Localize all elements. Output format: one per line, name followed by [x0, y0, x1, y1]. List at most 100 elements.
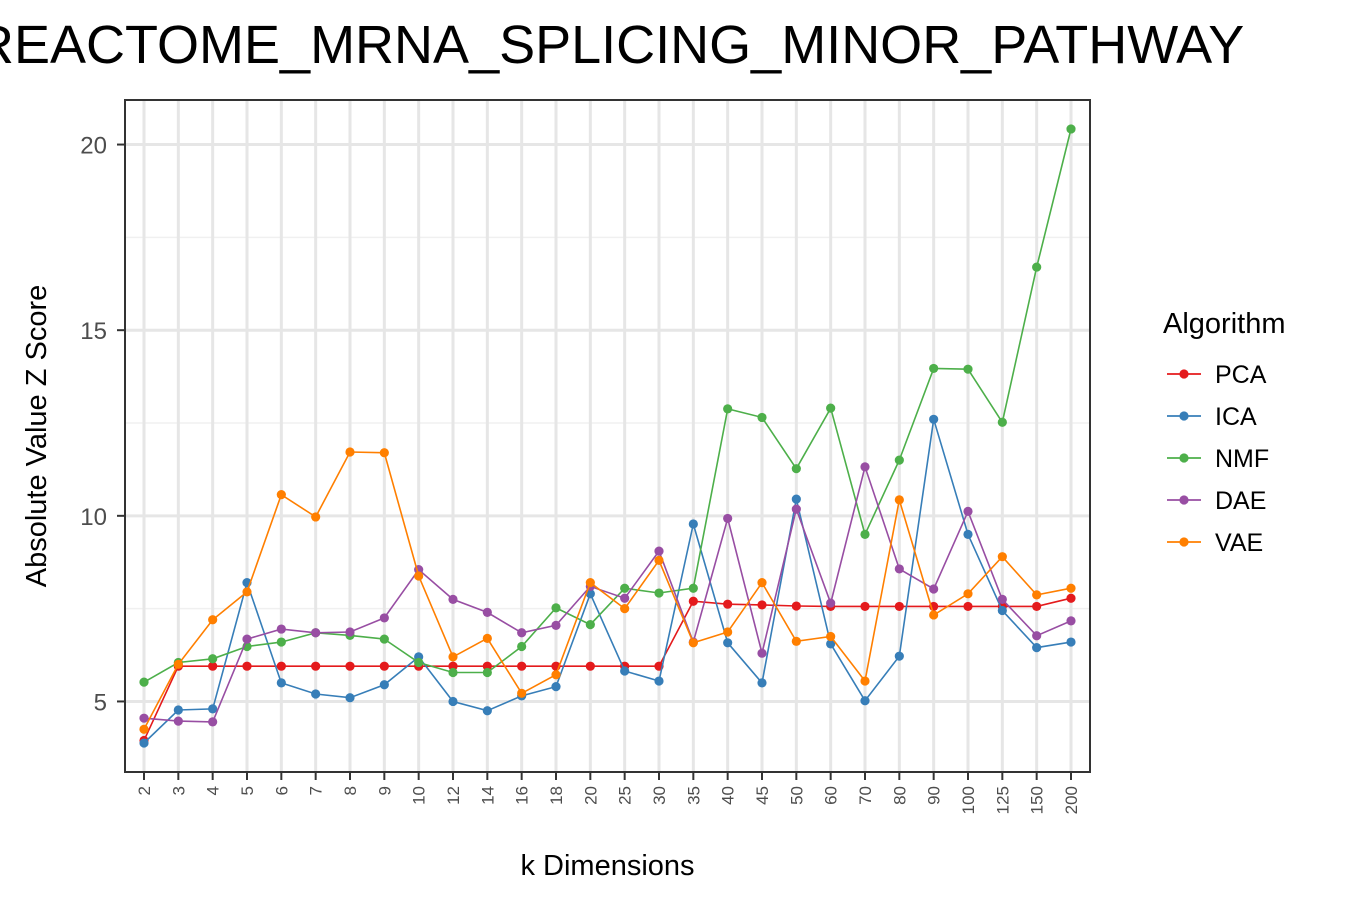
legend-label-pca: PCA	[1215, 361, 1267, 389]
data-point-vae	[723, 627, 733, 637]
data-point-nmf	[276, 637, 286, 647]
data-point-ica	[929, 414, 939, 424]
data-point-nmf	[379, 634, 389, 644]
data-point-ica	[757, 678, 767, 688]
data-point-ica	[345, 693, 355, 703]
data-point-vae	[894, 495, 904, 505]
data-point-nmf	[448, 667, 458, 678]
data-point-vae	[173, 659, 183, 669]
data-point-vae	[585, 578, 595, 588]
x-tick-label: 100	[959, 786, 978, 814]
data-point-dae	[826, 598, 836, 608]
data-point-dae	[620, 593, 630, 603]
data-point-vae	[208, 615, 218, 625]
y-tick-label: 5	[94, 689, 107, 716]
data-point-ica	[1066, 637, 1076, 647]
legend-key-point-nmf	[1179, 453, 1189, 463]
x-tick-label: 25	[616, 786, 635, 805]
x-tick-label: 16	[513, 786, 532, 805]
y-tick-label: 15	[80, 318, 107, 345]
x-tick-label: 18	[547, 786, 566, 805]
data-point-dae	[860, 462, 870, 472]
grid-lines	[125, 100, 1090, 772]
data-point-dae	[379, 613, 389, 623]
data-point-vae	[345, 447, 355, 457]
x-tick-label: 45	[753, 786, 772, 805]
data-point-vae	[1032, 590, 1042, 600]
data-point-ica	[826, 639, 836, 649]
data-point-pca	[757, 600, 767, 610]
data-point-dae	[963, 506, 973, 516]
legend: Algorithm PCA ICA NMF DAE VAE	[1163, 308, 1286, 557]
data-point-nmf	[1032, 262, 1042, 272]
data-point-nmf	[620, 583, 630, 593]
data-point-dae	[482, 607, 492, 617]
data-point-dae	[551, 620, 561, 630]
data-point-ica	[482, 706, 492, 716]
data-point-nmf	[997, 417, 1007, 427]
x-tick-label: 2	[135, 786, 154, 795]
data-point-nmf	[723, 404, 733, 414]
data-point-vae	[311, 512, 321, 522]
data-point-pca	[379, 661, 389, 671]
data-point-ica	[997, 605, 1007, 616]
legend-title: Algorithm	[1163, 308, 1286, 340]
data-point-dae	[654, 546, 664, 556]
x-tick-label: 4	[204, 786, 223, 795]
legend-label-ica: ICA	[1215, 403, 1257, 431]
data-point-pca	[482, 661, 492, 671]
data-point-dae	[894, 564, 904, 574]
data-point-dae	[997, 594, 1007, 604]
data-point-vae	[757, 578, 767, 588]
series-lines	[139, 124, 1076, 748]
x-tick-label: 7	[307, 786, 326, 795]
data-point-dae	[517, 628, 527, 638]
data-point-nmf	[963, 364, 973, 374]
data-point-nmf	[929, 363, 939, 374]
data-point-ica	[1032, 643, 1042, 653]
data-point-nmf	[585, 620, 595, 630]
data-point-vae	[482, 633, 492, 643]
data-point-ica	[723, 638, 733, 648]
data-point-dae	[242, 634, 252, 644]
data-point-nmf	[894, 455, 904, 465]
x-tick-label: 6	[272, 786, 291, 795]
x-tick-label: 20	[581, 786, 600, 805]
data-point-nmf	[551, 603, 561, 613]
data-point-ica	[688, 519, 698, 529]
data-point-ica	[311, 689, 321, 699]
data-point-nmf	[1066, 124, 1076, 134]
data-point-nmf	[482, 667, 492, 678]
data-point-nmf	[860, 529, 870, 539]
data-point-nmf	[688, 583, 698, 593]
legend-label-vae: VAE	[1215, 529, 1263, 557]
x-tick-label: 8	[341, 786, 360, 795]
data-point-pca	[963, 601, 973, 612]
data-point-vae	[379, 448, 389, 458]
data-point-ica	[791, 494, 801, 504]
data-point-vae	[551, 670, 561, 680]
data-point-pca	[791, 601, 801, 611]
legend-label-nmf: NMF	[1215, 445, 1269, 473]
x-tick-label: 125	[993, 786, 1012, 814]
data-point-vae	[826, 631, 836, 642]
data-point-dae	[929, 584, 939, 594]
data-point-vae	[929, 610, 939, 620]
data-point-pca	[208, 661, 218, 671]
x-tick-label: 10	[410, 786, 429, 805]
data-point-pca	[894, 601, 904, 612]
x-tick-label: 14	[478, 786, 497, 805]
x-tick-label: 60	[822, 786, 841, 805]
data-point-nmf	[654, 588, 664, 598]
data-point-pca	[448, 661, 458, 671]
data-point-vae	[620, 604, 630, 614]
data-point-dae	[311, 628, 321, 638]
data-point-vae	[1066, 583, 1076, 593]
data-point-vae	[654, 555, 664, 565]
data-point-nmf	[414, 657, 424, 668]
data-point-ica	[208, 704, 218, 714]
data-point-ica	[551, 682, 561, 692]
data-point-ica	[963, 529, 973, 539]
